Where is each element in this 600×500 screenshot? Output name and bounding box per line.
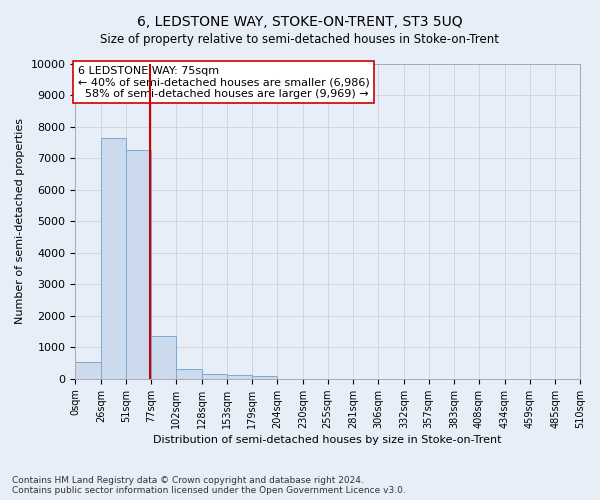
Bar xyxy=(151,336,176,379)
Bar xyxy=(101,138,126,379)
Text: 6, LEDSTONE WAY, STOKE-ON-TRENT, ST3 5UQ: 6, LEDSTONE WAY, STOKE-ON-TRENT, ST3 5UQ xyxy=(137,15,463,29)
Bar xyxy=(176,369,202,379)
Bar xyxy=(202,374,227,379)
Bar xyxy=(227,376,253,379)
Text: Size of property relative to semi-detached houses in Stoke-on-Trent: Size of property relative to semi-detach… xyxy=(101,32,499,46)
Bar xyxy=(253,376,277,379)
Bar xyxy=(75,362,101,379)
X-axis label: Distribution of semi-detached houses by size in Stoke-on-Trent: Distribution of semi-detached houses by … xyxy=(154,435,502,445)
Text: Contains HM Land Registry data © Crown copyright and database right 2024.
Contai: Contains HM Land Registry data © Crown c… xyxy=(12,476,406,495)
Text: 6 LEDSTONE WAY: 75sqm
← 40% of semi-detached houses are smaller (6,986)
  58% of: 6 LEDSTONE WAY: 75sqm ← 40% of semi-deta… xyxy=(78,66,370,99)
Y-axis label: Number of semi-detached properties: Number of semi-detached properties xyxy=(15,118,25,324)
Bar xyxy=(126,150,151,379)
